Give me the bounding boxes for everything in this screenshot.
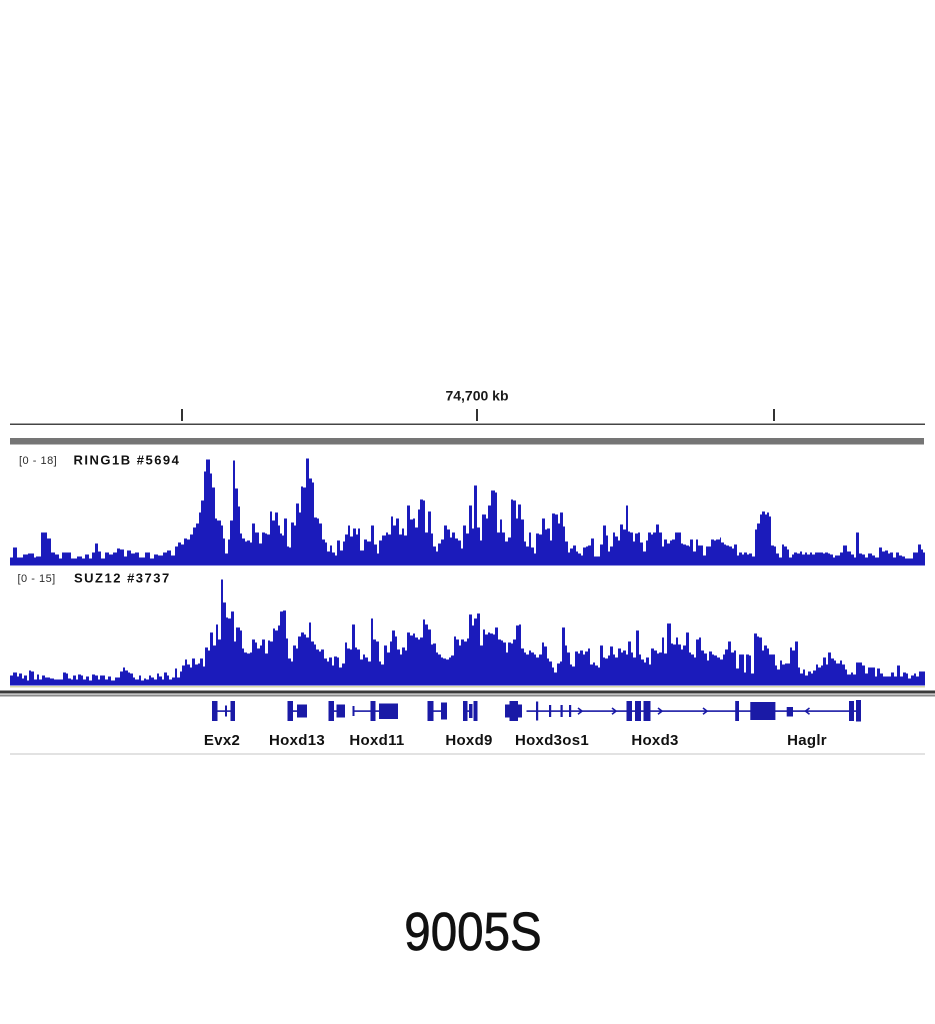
svg-text:[0 - 18]: [0 - 18] <box>19 455 57 467</box>
svg-text:SUZ12 #3737: SUZ12 #3737 <box>74 571 171 586</box>
svg-text:[0 - 15]: [0 - 15] <box>18 573 56 585</box>
svg-text:74,700 kb: 74,700 kb <box>445 388 508 404</box>
svg-text:RING1B #5694: RING1B #5694 <box>74 452 181 467</box>
